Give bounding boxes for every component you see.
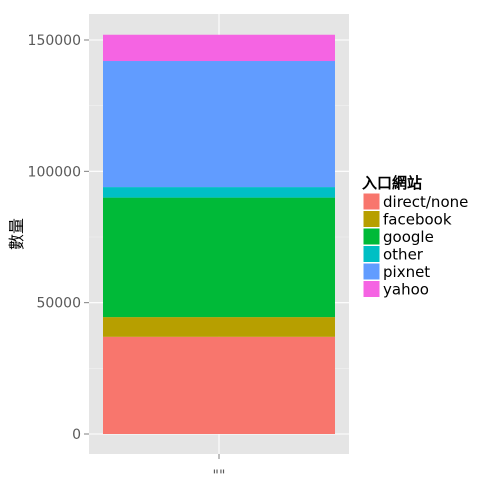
legend-swatch: [362, 262, 381, 281]
y-tick-label: 100000: [28, 164, 81, 180]
bar-segment-other: [103, 187, 335, 198]
bar-segment-direct-none: [103, 336, 335, 434]
bar-segments: [103, 34, 335, 434]
legend-swatch: [362, 192, 381, 211]
legend-swatch: [362, 210, 381, 228]
legend-label: yahoo: [383, 281, 429, 299]
legend-title: 入口網站: [362, 174, 422, 192]
y-tick-label: 0: [72, 427, 81, 443]
y-tick-label: 50000: [36, 296, 81, 312]
bar-segment-pixnet: [103, 61, 335, 188]
bar-segment-google: [103, 197, 335, 318]
bar-segment-yahoo: [103, 34, 335, 62]
x-tick-label: "": [213, 468, 226, 484]
legend-label: other: [383, 246, 424, 264]
legend-swatch: [362, 245, 381, 263]
y-tick-label: 150000: [28, 33, 81, 49]
bar-segment-facebook: [103, 317, 335, 337]
legend-swatch: [362, 280, 381, 298]
legend-label: google: [383, 228, 434, 246]
legend-label: pixnet: [383, 263, 430, 281]
y-axis: 0 50000 100000 150000: [28, 33, 89, 443]
legend-swatch: [362, 227, 381, 246]
legend-label: facebook: [383, 211, 452, 229]
legend-label: direct/none: [383, 193, 468, 211]
y-axis-title: 數量: [7, 218, 26, 250]
legend: 入口網站 direct/nonefacebookgoogleotherpixne…: [362, 174, 468, 299]
x-axis: "": [213, 454, 226, 484]
